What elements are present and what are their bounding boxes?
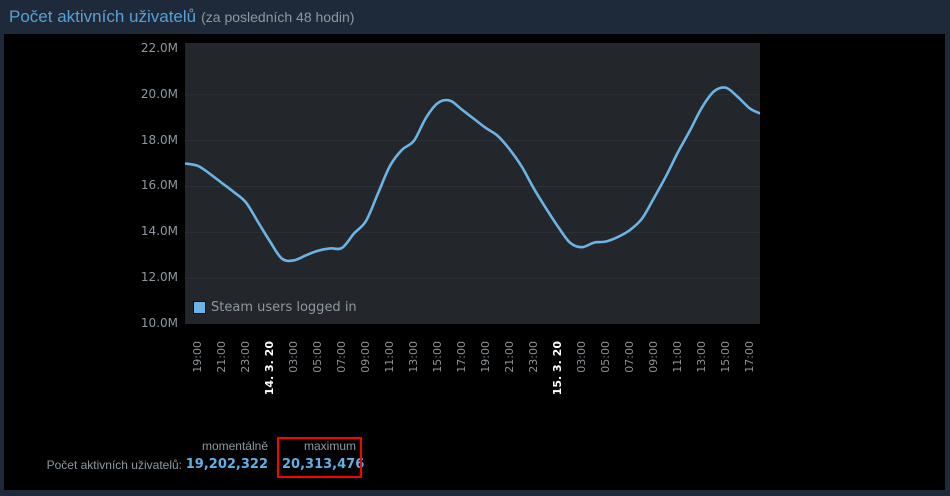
x-axis-date-label: 15. 3. 20 [551, 341, 564, 396]
page-header: Počet aktivních uživatelů (za posledních … [0, 0, 950, 34]
x-axis-tick-label: 17:00 [455, 341, 468, 373]
y-axis-tick-label: 20.0M [140, 86, 178, 101]
stats-row-label: Počet aktivních uživatelů: [46, 458, 182, 472]
x-axis-tick-label: 13:00 [407, 341, 420, 373]
y-axis-tick-label: 14.0M [140, 224, 178, 239]
y-axis-tick-label: 10.0M [140, 315, 178, 330]
chart-legend: Steam users logged in [193, 300, 357, 315]
legend-label: Steam users logged in [211, 300, 357, 315]
users-line-chart [185, 86, 760, 279]
x-axis-tick-label: 17:00 [743, 341, 756, 373]
stats-column-header-current: momentálně [201, 439, 268, 453]
y-axis-tick-label: 12.0M [140, 270, 178, 285]
y-axis-tick-label: 16.0M [140, 178, 178, 193]
y-axis-tick-label: 22.0M [140, 41, 178, 55]
x-axis-tick-label: 03:00 [287, 341, 300, 373]
x-axis-tick-label: 21:00 [503, 341, 516, 373]
x-axis-tick-label: 11:00 [383, 341, 396, 373]
legend-swatch-icon [193, 301, 206, 314]
x-axis-tick-label: 07:00 [335, 341, 348, 373]
x-axis-tick-label: 03:00 [575, 341, 588, 373]
steam-users-line [185, 86, 760, 263]
page-title: Počet aktivních uživatelů [9, 7, 197, 26]
plot-area: Steam users logged in [185, 43, 760, 324]
x-axis-tick-label: 09:00 [359, 341, 372, 373]
x-axis-tick-label: 13:00 [695, 341, 708, 373]
x-axis-tick-label: 23:00 [239, 341, 252, 373]
x-axis-tick-label: 19:00 [191, 341, 204, 373]
x-axis-tick-label: 15:00 [431, 341, 444, 373]
x-axis-tick-label: 23:00 [527, 341, 540, 373]
x-axis-tick-label: 15:00 [719, 341, 732, 373]
x-axis-tick-label: 19:00 [479, 341, 492, 373]
x-axis-tick-label: 05:00 [311, 341, 324, 373]
y-axis-tick-label: 18.0M [140, 132, 178, 147]
x-axis-tick-label: 09:00 [647, 341, 660, 373]
x-axis-tick-label: 07:00 [623, 341, 636, 373]
current-users-value: 19,202,322 [185, 457, 268, 472]
x-axis-tick-label: 05:00 [599, 341, 612, 373]
x-axis-tick-label: 21:00 [215, 341, 228, 373]
chart-panel: 22.0M 20.0M 18.0M 16.0M 14.0M 12.0M 10.0M Stea… [4, 34, 945, 490]
maximum-users-value: 20,313,476 [282, 457, 365, 472]
page-subtitle: (za posledních 48 hodin) [201, 9, 355, 25]
x-axis-tick-label: 11:00 [671, 341, 684, 373]
stats-column-header-maximum: maximum [303, 439, 356, 453]
x-axis-date-label: 14. 3. 20 [263, 341, 276, 396]
